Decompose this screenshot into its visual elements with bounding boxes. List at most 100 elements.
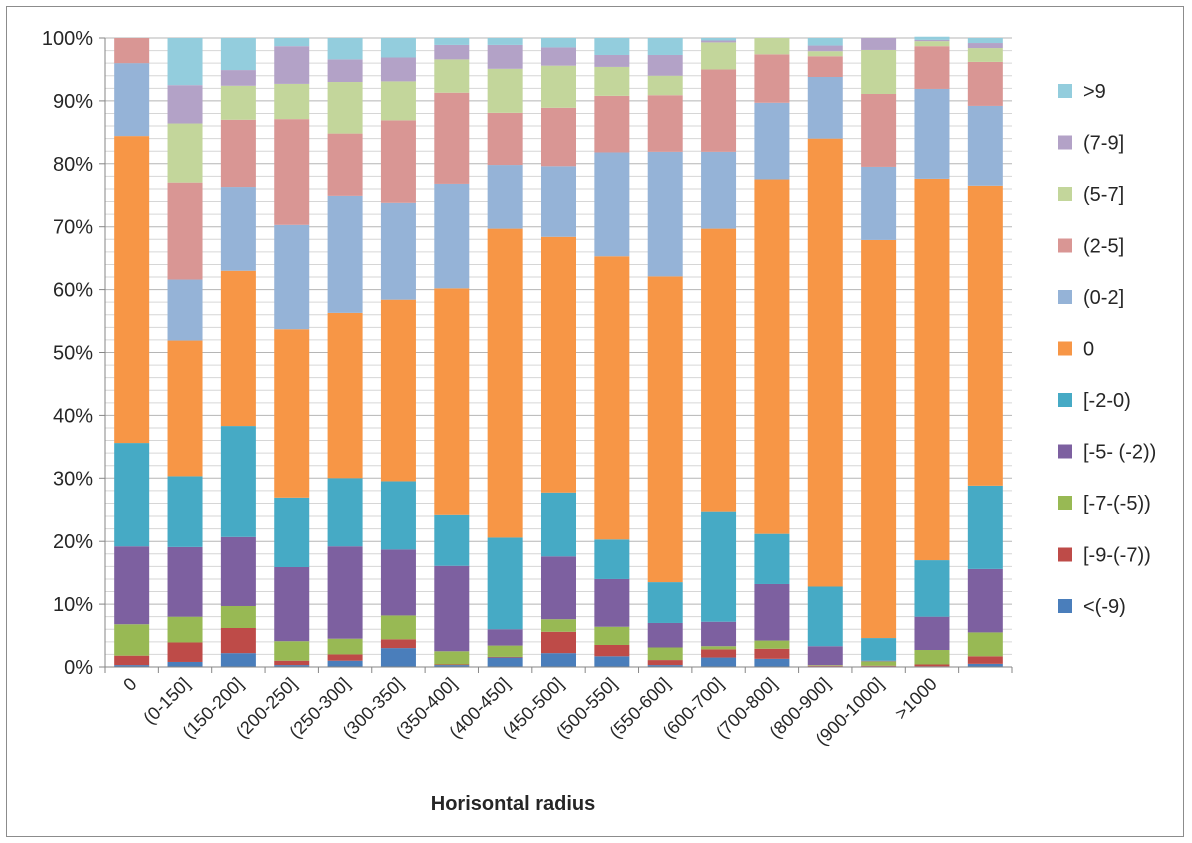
bar-segment: [168, 124, 203, 183]
bar-segment: [221, 537, 256, 606]
legend-swatch: [1058, 342, 1072, 356]
bar-segment: [434, 566, 469, 652]
bar-segment: [594, 38, 629, 55]
bar-segment: [274, 84, 309, 119]
legend-label: <(-9): [1083, 596, 1126, 618]
bar-segment: [648, 660, 683, 665]
y-tick-label: 60%: [53, 280, 93, 302]
bar-segment: [488, 45, 523, 69]
bar-segment: [168, 183, 203, 280]
y-tick-label: 20%: [53, 531, 93, 553]
bar-segment: [381, 549, 416, 615]
bar-segment: [701, 41, 736, 43]
bar-segment: [914, 40, 949, 41]
bar-segment: [701, 649, 736, 657]
bar-segment: [701, 152, 736, 229]
bar-segment: [328, 478, 363, 546]
bar-segment: [861, 50, 896, 94]
bar-segment: [914, 179, 949, 560]
bar-segment: [221, 628, 256, 653]
bar-segment: [381, 81, 416, 120]
bar-segment: [914, 650, 949, 664]
bar-segment: [754, 180, 789, 534]
bar-segment: [541, 619, 576, 632]
bar-segment: [701, 512, 736, 622]
bar-segment: [808, 38, 843, 46]
bar-segment: [434, 93, 469, 184]
bar-segment: [808, 586, 843, 646]
legend-label: [-9-(-7)): [1083, 545, 1151, 567]
bar-segment: [914, 37, 949, 40]
legend-label: (7-9]: [1083, 133, 1124, 155]
legend-label: [-7-(-5)): [1083, 493, 1151, 515]
bars: [114, 37, 1003, 667]
bar-segment: [861, 38, 896, 50]
bar-segment: [221, 653, 256, 667]
bar-segment: [274, 225, 309, 329]
bar-segment: [914, 41, 949, 46]
bar-segment: [968, 656, 1003, 664]
bar-segment: [114, 624, 149, 655]
bar-segment: [221, 271, 256, 426]
bar-segment: [434, 59, 469, 92]
bar-segment: [968, 632, 1003, 656]
legend-swatch: [1058, 187, 1072, 201]
bar-segment: [381, 481, 416, 549]
bar-segment: [328, 38, 363, 59]
bar-segment: [328, 654, 363, 660]
x-tick-label: >1000: [891, 674, 941, 724]
bar-segment: [594, 656, 629, 667]
legend-label: [-2-0): [1083, 390, 1131, 412]
bar-segment: [328, 59, 363, 82]
bar-segment: [754, 103, 789, 180]
bar-segment: [328, 82, 363, 134]
bar-segment: [648, 623, 683, 648]
bar-segment: [648, 152, 683, 277]
bar-segment: [488, 657, 523, 658]
bar-segment: [541, 653, 576, 667]
bar-segment: [488, 69, 523, 113]
bar-segment: [488, 113, 523, 165]
bar-segment: [861, 666, 896, 667]
bar-segment: [328, 196, 363, 313]
bar-segment: [648, 55, 683, 76]
bar-segment: [808, 666, 843, 667]
legend-label: (0-2]: [1083, 287, 1124, 309]
bar-segment: [488, 629, 523, 645]
bar-segment: [274, 498, 309, 567]
legend-swatch: [1058, 548, 1072, 562]
bar-segment: [434, 38, 469, 45]
bar-segment: [594, 539, 629, 579]
bar-segment: [168, 280, 203, 341]
bar-segment: [274, 46, 309, 84]
legend-label: >9: [1083, 81, 1106, 103]
bar-segment: [594, 67, 629, 96]
bar-segment: [114, 63, 149, 136]
bar-segment: [381, 639, 416, 648]
legend-swatch: [1058, 84, 1072, 98]
bar-segment: [434, 651, 469, 664]
bar-segment: [808, 646, 843, 665]
legend: >9(7-9](5-7](2-5](0-2]0[-2-0)[-5- (-2))[…: [1058, 81, 1156, 618]
bar-segment: [114, 136, 149, 443]
bar-segment: [274, 661, 309, 665]
bar-segment: [808, 665, 843, 666]
bar-segment: [594, 645, 629, 656]
bar-segment: [594, 627, 629, 645]
bar-segment: [168, 547, 203, 617]
legend-label: [-5- (-2)): [1083, 442, 1156, 464]
bar-segment: [381, 300, 416, 482]
bar-segment: [168, 476, 203, 546]
bar-segment: [381, 648, 416, 667]
bar-segment: [861, 240, 896, 638]
x-tick-label: 0: [119, 674, 140, 695]
bar-segment: [968, 62, 1003, 106]
bar-segment: [968, 106, 1003, 186]
bar-segment: [754, 641, 789, 649]
bar-segment: [648, 38, 683, 55]
bar-segment: [274, 641, 309, 660]
bar-segment: [221, 606, 256, 628]
bar-segment: [968, 486, 1003, 569]
bar-segment: [488, 229, 523, 538]
bar-segment: [648, 276, 683, 582]
